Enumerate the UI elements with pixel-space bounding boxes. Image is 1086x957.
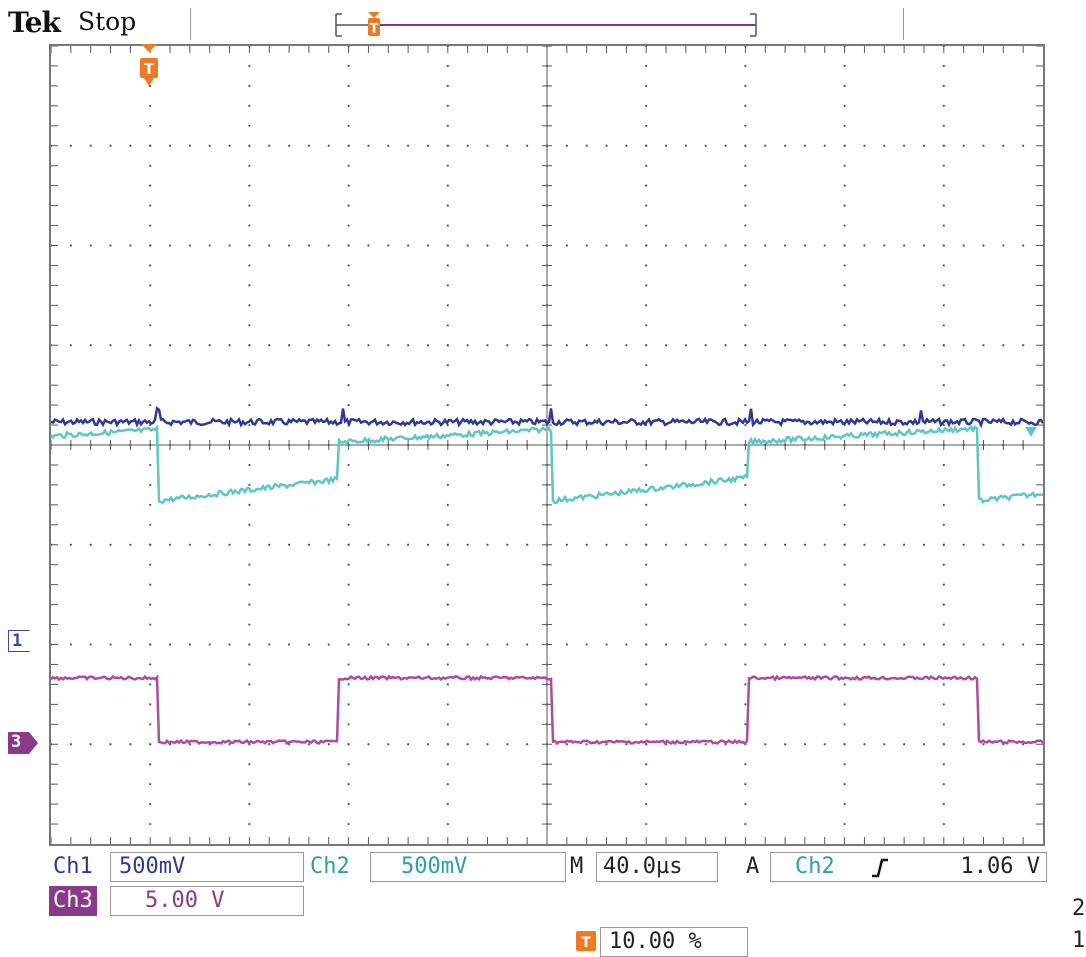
ch3-label: Ch3 bbox=[49, 886, 97, 916]
trigger-t-icon[interactable]: T bbox=[137, 44, 161, 88]
ch3-scale[interactable]: 5.00 V bbox=[110, 886, 304, 916]
ch1-waveform bbox=[51, 406, 1043, 429]
timebase-value[interactable]: 40.0µs bbox=[596, 852, 718, 882]
ch2-waveform bbox=[51, 424, 1043, 505]
divider bbox=[190, 8, 191, 40]
rising-edge-icon bbox=[872, 858, 888, 878]
trigger-source: Ch2 bbox=[795, 854, 835, 879]
ch3-waveform bbox=[51, 674, 1043, 746]
ch1-scale[interactable]: 500mV bbox=[110, 852, 304, 882]
ch2-label: Ch2 bbox=[310, 854, 350, 879]
record-position-bar[interactable]: T bbox=[334, 12, 758, 38]
ch1-ground-marker[interactable]: 1 bbox=[8, 630, 38, 652]
divider bbox=[903, 8, 904, 40]
trigger-position-icon: T bbox=[368, 12, 380, 37]
ch3-ground-marker[interactable]: 3 bbox=[8, 732, 38, 754]
svg-text:T: T bbox=[581, 935, 591, 951]
waveform-display[interactable] bbox=[49, 44, 1045, 846]
trigger-readout[interactable]: Ch2 1.06 V bbox=[770, 852, 1047, 882]
trigger-position-value[interactable]: 10.00 % bbox=[600, 927, 748, 957]
trigger-level: 1.06 V bbox=[960, 854, 1040, 879]
acquisition-status: Stop bbox=[78, 7, 137, 36]
trigger-label: A bbox=[746, 854, 760, 879]
graticule bbox=[51, 46, 1043, 844]
edge-digit: 1 bbox=[1072, 928, 1086, 953]
ch1-label: Ch1 bbox=[53, 854, 93, 879]
top-status-bar: Tek Stop T bbox=[0, 0, 1086, 42]
timebase-label: M bbox=[570, 854, 584, 879]
ch2-trigger-level-icon bbox=[1025, 427, 1037, 437]
trigger-position-t-icon: T bbox=[576, 931, 596, 951]
brand-logo: Tek bbox=[8, 6, 61, 39]
edge-digit: 2 bbox=[1072, 896, 1086, 921]
svg-text:T: T bbox=[144, 60, 155, 78]
svg-text:T: T bbox=[370, 22, 379, 37]
ch2-scale[interactable]: 500mV bbox=[370, 852, 566, 882]
grid-lines bbox=[51, 46, 1043, 844]
